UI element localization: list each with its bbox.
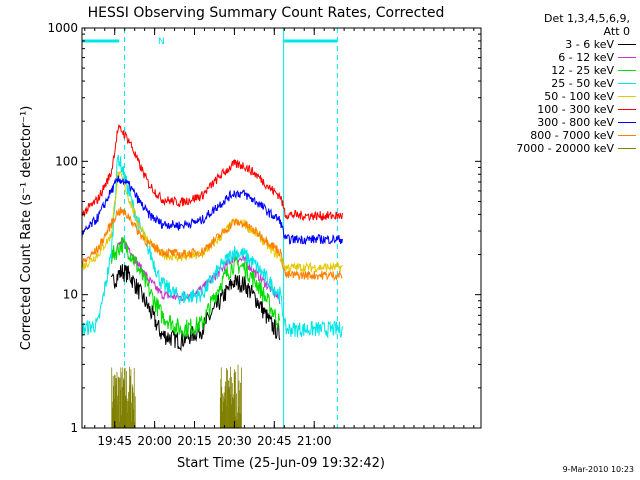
legend-label: 7000 - 20000 keV bbox=[516, 142, 614, 155]
y-tick-label-1: 1 bbox=[70, 421, 78, 435]
legend-swatch bbox=[618, 83, 636, 84]
y-axis-label: Corrected Count Rate (s⁻¹ detector⁻¹) bbox=[19, 106, 34, 351]
legend-swatch bbox=[618, 148, 636, 149]
legend-label: 25 - 50 keV bbox=[551, 77, 614, 90]
x-tick-label-20-45: 20:45 bbox=[257, 434, 292, 448]
y-tick-label-1000: 1000 bbox=[47, 21, 78, 35]
legend-item-25-50-kev: 25 - 50 keV bbox=[480, 77, 636, 90]
x-axis-label: Start Time (25-Jun-09 19:32:42) bbox=[177, 456, 385, 471]
series-800-7000-kev bbox=[81, 206, 343, 282]
series-7000-20000-kev-burst-2 bbox=[219, 364, 242, 428]
x-tick-label-20-30: 20:30 bbox=[217, 434, 252, 448]
legend-swatch bbox=[618, 109, 636, 110]
legend-title-line-2: Att 0 bbox=[603, 25, 630, 38]
series-25-50-kev bbox=[81, 154, 343, 339]
legend-swatch bbox=[618, 44, 636, 45]
legend-label: 100 - 300 keV bbox=[537, 103, 614, 116]
series-layer bbox=[81, 28, 343, 428]
legend-swatch bbox=[618, 135, 636, 136]
annotation-n: N bbox=[158, 37, 165, 47]
legend-item-300-800-kev: 300 - 800 keV bbox=[480, 116, 636, 129]
plot-frame bbox=[81, 27, 482, 429]
series-100-300-kev bbox=[81, 124, 343, 222]
legend-swatch bbox=[618, 57, 636, 58]
legend-item-3-6-kev: 3 - 6 keV bbox=[480, 38, 636, 51]
series-50-100-kev bbox=[81, 171, 343, 273]
y-tick-label-10: 10 bbox=[63, 288, 78, 302]
x-tick-label-21-00: 21:00 bbox=[297, 434, 332, 448]
legend-swatch bbox=[618, 122, 636, 123]
legend-item-800-7000-kev: 800 - 7000 keV bbox=[480, 129, 636, 142]
legend-label: 50 - 100 keV bbox=[544, 90, 614, 103]
legend-label: 800 - 7000 keV bbox=[530, 129, 614, 142]
y-tick-label-100: 100 bbox=[55, 154, 78, 168]
series-300-800-kev bbox=[81, 175, 343, 246]
legend-item-100-300-kev: 100 - 300 keV bbox=[480, 103, 636, 116]
legend-item-7000-20000-kev: 7000 - 20000 keV bbox=[480, 142, 636, 155]
legend: Det 1,3,4,5,6,9, Att 0 3 - 6 keV 6 - 12 k… bbox=[480, 12, 636, 155]
legend-title-line-1: Det 1,3,4,5,6,9, bbox=[543, 12, 630, 25]
legend-label: 6 - 12 keV bbox=[558, 51, 614, 64]
x-tick-label-20-15: 20:15 bbox=[177, 434, 212, 448]
series-12-25-kev bbox=[110, 237, 281, 338]
x-tick-label-20-00: 20:00 bbox=[137, 434, 172, 448]
series-7000-20000-kev-burst-1 bbox=[110, 366, 136, 428]
axes-layer: 1 10 100 1000 19:45 20:00 20:15 20:30 20:45 21:00 bbox=[47, 21, 481, 448]
legend-item-12-25-kev: 12 - 25 keV bbox=[480, 64, 636, 77]
legend-item-50-100-kev: 50 - 100 keV bbox=[480, 90, 636, 103]
legend-item-6-12-kev: 6 - 12 keV bbox=[480, 51, 636, 64]
legend-swatch bbox=[618, 96, 636, 97]
series-3-6-kev bbox=[110, 264, 281, 352]
timestamp: 9-Mar-2010 10:23 bbox=[562, 465, 634, 474]
chart-title: HESSI Observing Summary Count Rates, Cor… bbox=[88, 5, 445, 21]
legend-label: 12 - 25 keV bbox=[551, 64, 614, 77]
legend-label: 300 - 800 keV bbox=[537, 116, 614, 129]
x-tick-label-19-45: 19:45 bbox=[97, 434, 132, 448]
legend-label: 3 - 6 keV bbox=[565, 38, 614, 51]
legend-swatch bbox=[618, 70, 636, 71]
series-6-12-kev bbox=[110, 236, 281, 305]
